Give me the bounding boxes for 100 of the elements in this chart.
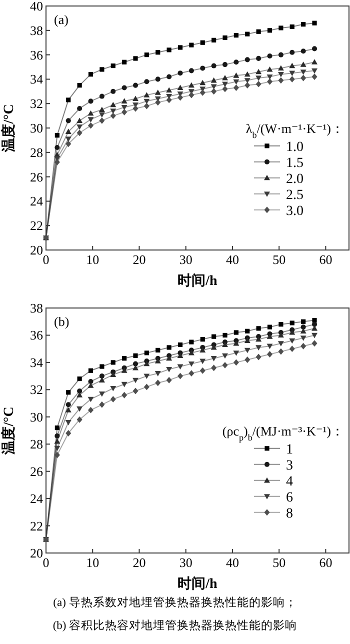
point bbox=[88, 110, 94, 116]
point bbox=[222, 74, 228, 80]
legend-title: (ρc$_{p}$)$_{b}$/(MJ·m⁻³·K⁻¹)： bbox=[222, 423, 344, 442]
point bbox=[156, 348, 160, 352]
point bbox=[66, 430, 72, 436]
point bbox=[289, 76, 295, 82]
point bbox=[278, 72, 284, 78]
point bbox=[98, 391, 105, 397]
point bbox=[300, 74, 306, 82]
point bbox=[110, 108, 116, 114]
x-tick-label: 40 bbox=[226, 252, 239, 267]
point bbox=[245, 32, 250, 36]
point bbox=[278, 52, 284, 58]
point bbox=[155, 380, 161, 386]
point bbox=[256, 354, 262, 360]
point bbox=[177, 94, 184, 101]
point bbox=[155, 76, 160, 82]
point bbox=[133, 353, 138, 358]
point bbox=[312, 59, 318, 64]
y-tick-label: 26 bbox=[30, 169, 44, 184]
point bbox=[178, 342, 183, 348]
point bbox=[189, 42, 194, 48]
point bbox=[312, 74, 318, 80]
x-tick-label: 10 bbox=[86, 252, 100, 267]
point bbox=[54, 438, 60, 444]
point bbox=[88, 98, 94, 104]
point bbox=[312, 332, 318, 338]
point bbox=[88, 382, 94, 388]
point bbox=[110, 372, 116, 377]
point bbox=[54, 433, 60, 438]
point bbox=[300, 48, 306, 54]
point bbox=[312, 20, 317, 26]
point bbox=[54, 158, 60, 166]
point bbox=[222, 332, 228, 338]
legend-label: 3.0 bbox=[286, 204, 304, 219]
y-tick-label: 24 bbox=[30, 194, 44, 209]
point bbox=[256, 326, 261, 331]
point bbox=[233, 79, 240, 85]
point bbox=[100, 364, 104, 369]
point bbox=[244, 82, 250, 89]
point bbox=[233, 72, 240, 78]
point bbox=[144, 92, 150, 98]
point bbox=[132, 105, 138, 112]
point bbox=[166, 376, 172, 384]
point bbox=[266, 66, 273, 72]
legend-label: 6 bbox=[286, 490, 293, 506]
point bbox=[88, 72, 94, 77]
point bbox=[244, 78, 250, 84]
point bbox=[99, 94, 104, 99]
point bbox=[76, 118, 83, 123]
point bbox=[312, 322, 318, 327]
x-tick-label: 0 bbox=[42, 555, 50, 570]
point bbox=[188, 350, 194, 356]
y-tick-label: 28 bbox=[30, 436, 43, 452]
point bbox=[166, 366, 172, 372]
point bbox=[110, 386, 116, 392]
point bbox=[122, 60, 127, 64]
x-tick-label: 0 bbox=[42, 252, 50, 267]
point bbox=[166, 355, 172, 361]
point bbox=[76, 392, 83, 398]
text: (b) 容积比热容对地埋管换热器换热性能的影响 bbox=[52, 618, 298, 632]
point bbox=[54, 425, 60, 430]
y-tick-label: 20 bbox=[30, 242, 43, 258]
point bbox=[121, 368, 128, 373]
point bbox=[200, 40, 205, 45]
point bbox=[256, 56, 262, 61]
y-tick-label: 32 bbox=[30, 96, 43, 112]
point bbox=[88, 406, 94, 414]
legend-label: 1 bbox=[286, 442, 293, 458]
point bbox=[65, 136, 72, 142]
point bbox=[144, 360, 150, 366]
point bbox=[222, 362, 228, 368]
point bbox=[211, 88, 217, 95]
point bbox=[233, 84, 239, 91]
point bbox=[222, 342, 228, 348]
point bbox=[300, 336, 306, 341]
point bbox=[144, 350, 149, 356]
point bbox=[188, 362, 194, 367]
point bbox=[188, 92, 194, 98]
point bbox=[122, 356, 127, 361]
point bbox=[212, 38, 216, 42]
point bbox=[66, 98, 71, 102]
point bbox=[144, 102, 150, 110]
point bbox=[200, 367, 206, 374]
point bbox=[66, 402, 71, 408]
point bbox=[77, 388, 82, 394]
point bbox=[133, 56, 138, 61]
point bbox=[166, 96, 172, 104]
point bbox=[267, 53, 272, 59]
point bbox=[244, 57, 250, 62]
y-tick-label: 20 bbox=[30, 546, 43, 560]
point bbox=[132, 361, 138, 366]
point bbox=[177, 352, 184, 358]
point bbox=[188, 82, 194, 88]
point bbox=[301, 22, 306, 27]
point bbox=[177, 364, 184, 370]
point bbox=[211, 63, 216, 68]
point bbox=[144, 52, 149, 58]
point bbox=[210, 77, 217, 83]
y-tick-label: 24 bbox=[30, 491, 44, 506]
